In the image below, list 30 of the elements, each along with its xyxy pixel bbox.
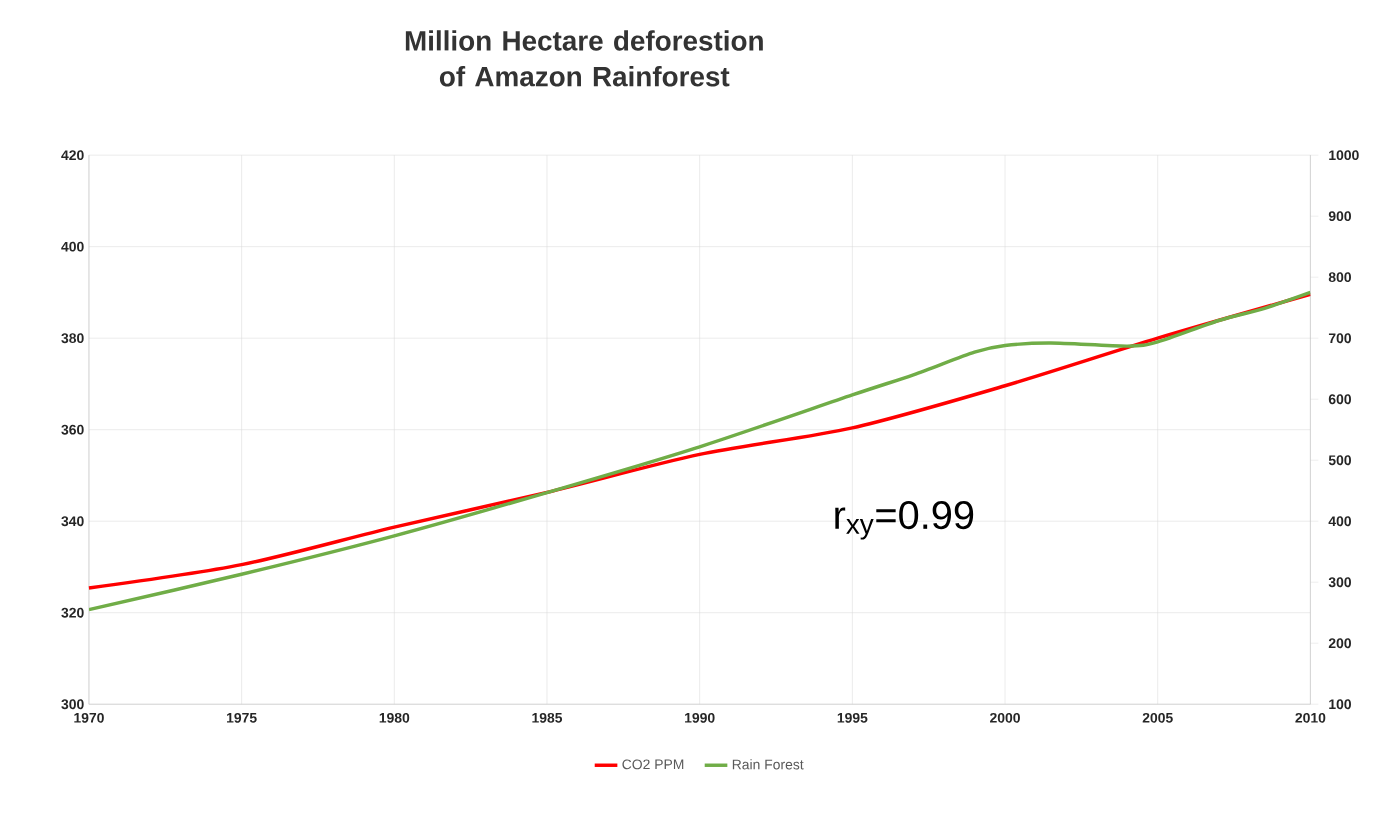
x-tick-label: 1985 bbox=[532, 713, 563, 723]
y2-tick-label: 100 bbox=[1329, 699, 1351, 710]
y-tick-label: 420 bbox=[61, 150, 84, 161]
y2-tick-label: 900 bbox=[1328, 211, 1351, 222]
y2-tick-label: 200 bbox=[1328, 638, 1351, 649]
y2-tick-label: 400 bbox=[1328, 516, 1351, 527]
y2-tick-label: 700 bbox=[1328, 333, 1351, 344]
x-tick-label: 2010 bbox=[1295, 713, 1326, 723]
x-tick-label: 2005 bbox=[1142, 713, 1173, 723]
y2-tick-label: 1000 bbox=[1329, 150, 1359, 161]
y2-tick-label: 300 bbox=[1328, 577, 1351, 588]
x-tick-label: 1975 bbox=[227, 713, 257, 723]
y2-tick-label: 600 bbox=[1328, 394, 1351, 405]
legend-label: Rain Forest bbox=[732, 759, 804, 770]
y-tick-label: 320 bbox=[61, 608, 84, 618]
x-tick-label: 1990 bbox=[685, 713, 715, 723]
x-tick-label: 2000 bbox=[990, 713, 1020, 723]
x-tick-label: 1995 bbox=[837, 713, 868, 723]
y2-tick-label: 800 bbox=[1328, 272, 1351, 283]
annotation: r$_{xy}$=0.99 bbox=[835, 501, 974, 540]
chart-title: Million Hectare deforestion of Amazon Rainforest bbox=[405, 30, 763, 87]
y-tick-label: 340 bbox=[61, 516, 84, 527]
x-tick-label: 1970 bbox=[74, 713, 104, 723]
legend-label: CO2 PPM bbox=[622, 759, 684, 770]
y-tick-label: 380 bbox=[61, 333, 84, 344]
y-tick-label: 360 bbox=[61, 424, 84, 435]
y-tick-label: 300 bbox=[61, 699, 84, 710]
x-tick-label: 1980 bbox=[379, 713, 410, 723]
y-tick-label: 400 bbox=[61, 241, 84, 252]
y2-tick-label: 500 bbox=[1328, 455, 1351, 466]
